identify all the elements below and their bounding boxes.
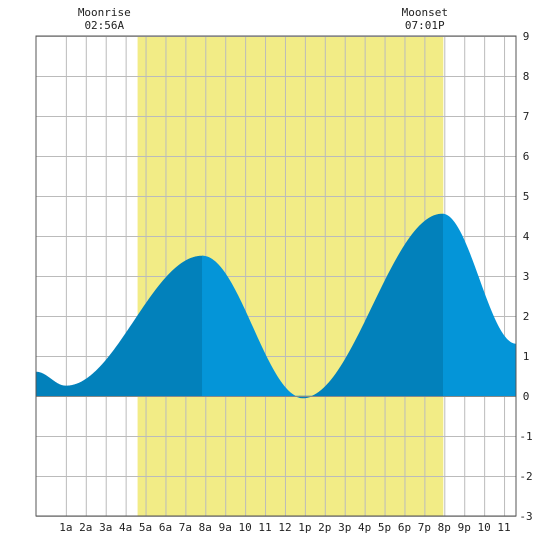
tide-area-dark [299, 213, 444, 399]
x-tick-label: 8a [199, 521, 212, 534]
y-tick-label: -1 [519, 430, 532, 443]
x-tick-label: 5a [139, 521, 152, 534]
x-tick-label: 2a [79, 521, 92, 534]
x-tick-label: 7a [179, 521, 192, 534]
x-tick-label: 12 [278, 521, 291, 534]
y-tick-label: 9 [523, 30, 530, 43]
x-tick-label: 6a [159, 521, 172, 534]
y-tick-label: 6 [523, 150, 530, 163]
y-tick-label: -2 [519, 470, 532, 483]
x-tick-label: 10 [239, 521, 252, 534]
x-tick-label: 11 [497, 521, 510, 534]
x-tick-label: 11 [258, 521, 271, 534]
y-tick-label: 3 [523, 270, 530, 283]
x-tick-label: 8p [438, 521, 451, 534]
x-tick-label: 3p [338, 521, 351, 534]
x-tick-label: 9p [458, 521, 471, 534]
moon-event-title: Moonset [402, 6, 448, 19]
moon-event-time: 02:56A [84, 19, 124, 32]
y-tick-label: -3 [519, 510, 532, 523]
x-tick-label: 5p [378, 521, 391, 534]
x-tick-label: 7p [418, 521, 431, 534]
y-tick-label: 5 [523, 190, 530, 203]
tide-area-light [443, 213, 517, 397]
x-tick-label: 9a [219, 521, 232, 534]
y-tick-label: 0 [523, 390, 530, 403]
x-tick-label: 10 [478, 521, 491, 534]
y-tick-label: 2 [523, 310, 530, 323]
x-tick-label: 1p [298, 521, 311, 534]
tide-area-light [202, 255, 301, 399]
tide-area-dark [62, 255, 203, 397]
moon-event-time: 07:01P [405, 19, 445, 32]
x-tick-label: 4a [119, 521, 132, 534]
x-tick-label: 3a [99, 521, 112, 534]
plot-frame [35, 35, 517, 517]
x-tick-label: 2p [318, 521, 331, 534]
y-tick-label: 1 [523, 350, 530, 363]
x-tick-label: 1a [59, 521, 72, 534]
y-tick-label: 8 [523, 70, 530, 83]
y-tick-label: 7 [523, 110, 530, 123]
tide-area-dark [35, 371, 64, 397]
y-tick-label: 4 [523, 230, 530, 243]
x-tick-label: 4p [358, 521, 371, 534]
moon-event-title: Moonrise [78, 6, 131, 19]
x-tick-label: 6p [398, 521, 411, 534]
